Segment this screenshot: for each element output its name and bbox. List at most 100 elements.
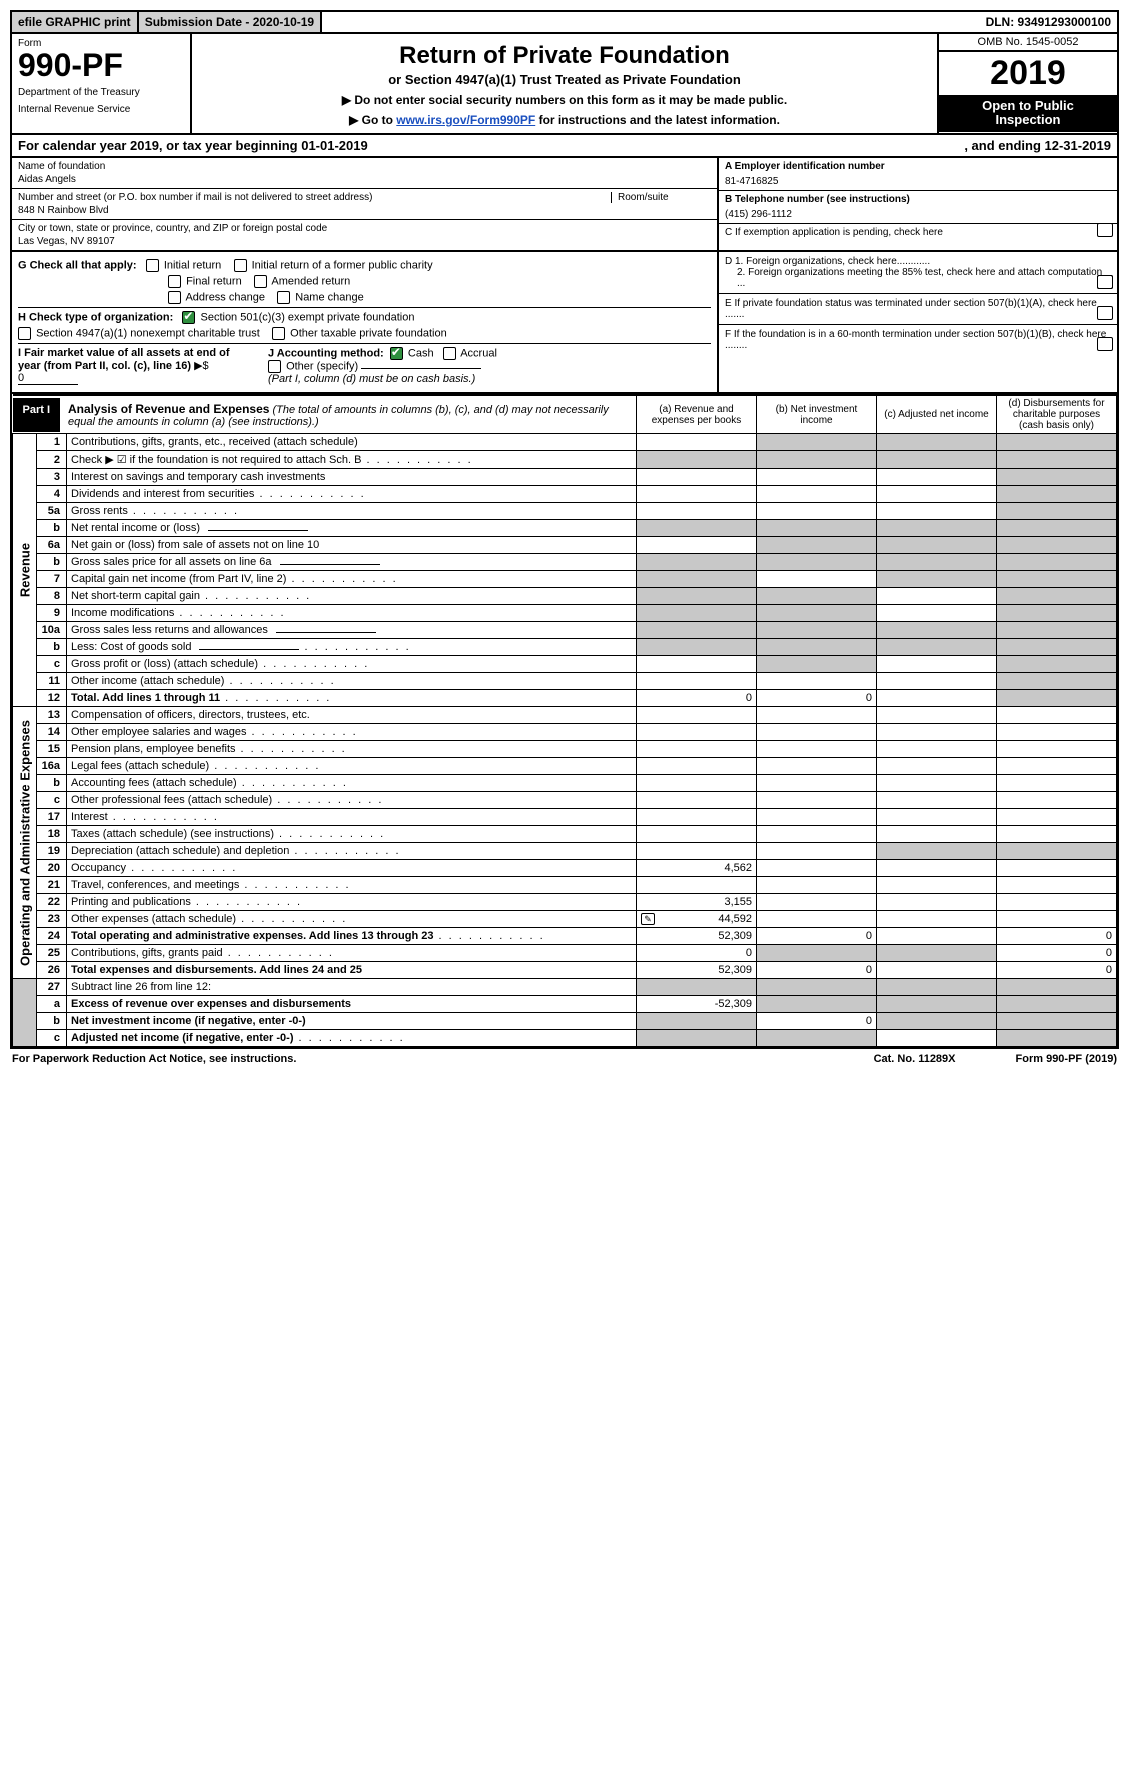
amount-cell [757,741,877,758]
line-number: b [37,1013,67,1030]
street-address: 848 N Rainbow Blvd [18,205,605,216]
chk-accrual[interactable] [443,347,456,360]
amount-cell [877,860,997,877]
line-description: Total operating and administrative expen… [67,928,637,945]
line-description: Total expenses and disbursements. Add li… [67,962,637,979]
chk-initial[interactable] [146,259,159,272]
city-state-zip: Las Vegas, NV 89107 [18,236,711,247]
city-row: City or town, state or province, country… [12,220,717,250]
amount-cell [877,1030,997,1047]
line-description: Net investment income (if negative, ente… [67,1013,637,1030]
line-number: 16a [37,758,67,775]
amount-cell [997,775,1117,792]
checkbox-C[interactable] [1097,223,1113,237]
section-label: Operating and Administrative Expenses [13,707,37,979]
table-row: bLess: Cost of goods sold [13,639,1117,656]
amount-cell [997,1013,1117,1030]
room-label: Room/suite [618,192,711,203]
irs-link[interactable]: www.irs.gov/Form990PF [396,113,535,127]
amount-cell [637,809,757,826]
chk-other-taxable[interactable] [272,327,285,340]
amount-cell: 0 [637,945,757,962]
amount-cell [877,451,997,469]
amount-cell [877,503,997,520]
amount-cell [637,724,757,741]
chk-addr-change[interactable] [168,291,181,304]
chk-cash[interactable] [390,347,403,360]
amount-cell [877,486,997,503]
amount-cell [637,979,757,996]
line-description: Check ▶ ☑ if the foundation is not requi… [67,451,637,469]
line-description: Adjusted net income (if negative, enter … [67,1030,637,1047]
table-row: 24Total operating and administrative exp… [13,928,1117,945]
col-a-header: (a) Revenue and expenses per books [637,395,757,434]
amount-cell [757,673,877,690]
line-description: Contributions, gifts, grants paid [67,945,637,962]
table-row: aExcess of revenue over expenses and dis… [13,996,1117,1013]
chk-4947[interactable] [18,327,31,340]
line-number: 9 [37,605,67,622]
part1-table: Part I Analysis of Revenue and Expenses … [12,394,1117,1047]
amount-cell [997,792,1117,809]
chk-initial-former[interactable] [234,259,247,272]
part1-label: Part I [13,398,61,432]
amount-cell [997,707,1117,724]
amount-cell [877,469,997,486]
line-number: 21 [37,877,67,894]
chk-final[interactable] [168,275,181,288]
amount-cell [757,1030,877,1047]
line-description: Less: Cost of goods sold [67,639,637,656]
amount-cell [757,945,877,962]
amount-cell [997,809,1117,826]
amount-cell: ✎44,592 [637,911,757,928]
col-d-header: (d) Disbursements for charitable purpose… [997,395,1117,434]
amount-cell [997,520,1117,537]
chk-E[interactable] [1097,306,1113,320]
amount-cell [877,724,997,741]
table-row: bNet investment income (if negative, ent… [13,1013,1117,1030]
amount-cell [637,741,757,758]
amount-cell [877,962,997,979]
ghij-block: G Check all that apply: Initial return I… [12,252,1117,394]
amount-cell [757,860,877,877]
amount-cell: 0 [757,690,877,707]
amount-cell [997,503,1117,520]
amount-cell [757,571,877,588]
line-description: Gross sales less returns and allowances [67,622,637,639]
header-right: OMB No. 1545-0052 2019 Open to Public In… [937,34,1117,133]
amount-cell [637,673,757,690]
chk-501c3[interactable] [182,311,195,324]
amount-cell [757,911,877,928]
chk-name-change[interactable] [277,291,290,304]
line-number: 13 [37,707,67,724]
amount-cell [757,843,877,860]
amount-cell [757,520,877,537]
calendar-year-row: For calendar year 2019, or tax year begi… [12,135,1117,158]
amount-cell [637,469,757,486]
amount-cell [757,979,877,996]
amount-cell [637,775,757,792]
chk-F[interactable] [1097,337,1113,351]
line-description: Occupancy [67,860,637,877]
amount-cell [757,656,877,673]
chk-D2[interactable] [1097,275,1113,289]
line-number: 25 [37,945,67,962]
line-number: 6a [37,537,67,554]
amount-cell [877,554,997,571]
foundation-name-row: Name of foundation Aidas Angels [12,158,717,189]
attachment-icon[interactable]: ✎ [641,913,655,925]
amount-cell [997,724,1117,741]
line-description: Depreciation (attach schedule) and deple… [67,843,637,860]
line-number: 7 [37,571,67,588]
header-left: Form 990-PF Department of the Treasury I… [12,34,192,133]
line-number: 23 [37,911,67,928]
amount-cell: 0 [997,945,1117,962]
table-row: 21Travel, conferences, and meetings [13,877,1117,894]
amount-cell [757,724,877,741]
line-number: a [37,996,67,1013]
amount-cell [877,741,997,758]
chk-amended[interactable] [254,275,267,288]
chk-other-method[interactable] [268,360,281,373]
amount-cell [997,758,1117,775]
amount-cell [757,469,877,486]
